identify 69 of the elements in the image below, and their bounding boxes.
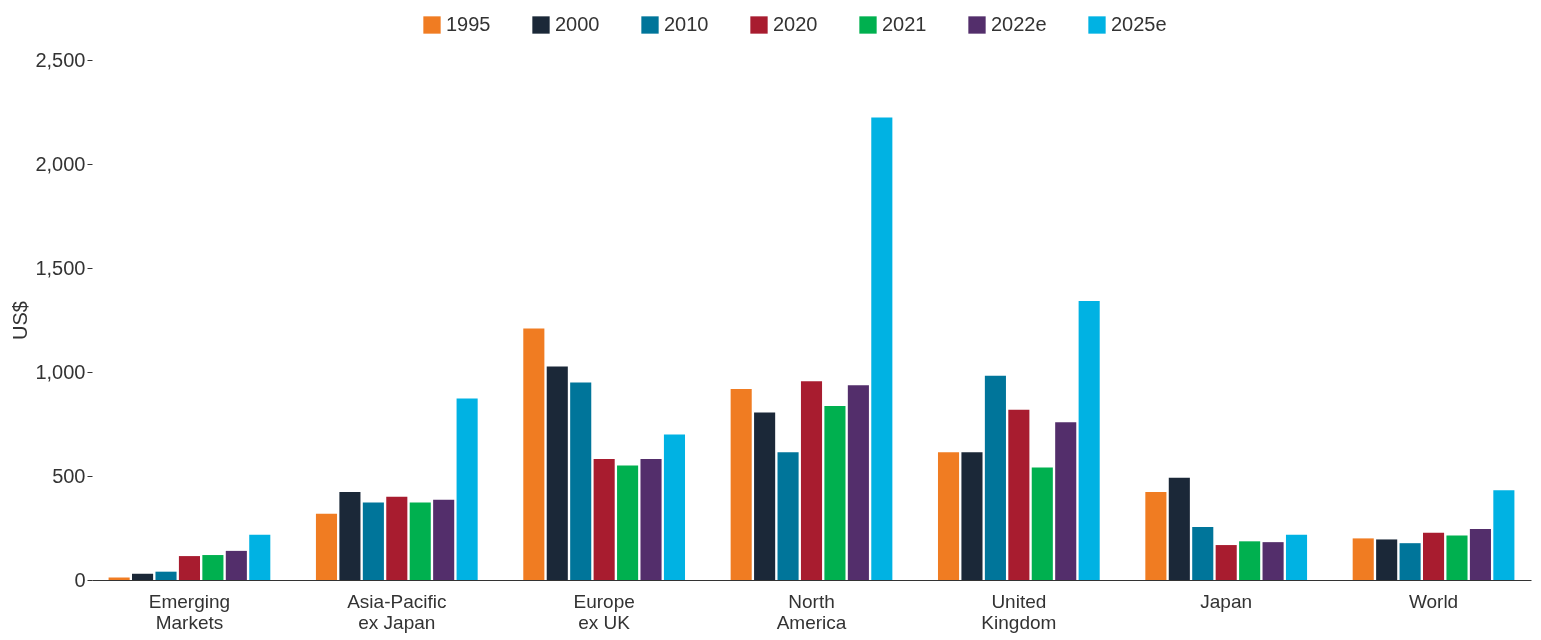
bar — [386, 496, 408, 580]
bar — [1192, 526, 1214, 580]
bar — [1262, 542, 1284, 580]
bar — [847, 385, 869, 580]
x-tick-label: Japan — [1200, 590, 1253, 612]
bar — [362, 502, 384, 580]
legend-label: 2025e — [1111, 13, 1167, 35]
x-tick-label: Emerging Markets — [148, 590, 231, 633]
y-tick-label: 1,500 — [35, 256, 86, 279]
y-tick-label: 2,500 — [35, 48, 86, 71]
legend-label: 2020 — [773, 13, 818, 35]
bar — [937, 452, 960, 580]
bar — [409, 502, 431, 580]
bar — [640, 458, 662, 580]
bar — [1423, 532, 1445, 580]
y-axis-title: US$ — [9, 301, 32, 340]
bar — [1469, 529, 1491, 580]
y-tick-label: 1,000 — [35, 360, 86, 383]
legend-label: 1995 — [446, 13, 491, 35]
bar — [249, 534, 271, 580]
legend-label: 2000 — [555, 13, 600, 35]
bar — [339, 492, 361, 580]
bar — [1055, 422, 1077, 580]
bar — [178, 556, 200, 580]
bar — [1399, 543, 1421, 580]
bar — [1145, 492, 1167, 580]
bar — [1239, 541, 1261, 580]
bar — [456, 398, 478, 580]
bar — [824, 406, 846, 580]
bar — [1008, 409, 1030, 580]
bar — [663, 434, 686, 580]
bar — [570, 382, 592, 580]
y-tick-label: 500 — [52, 464, 86, 487]
bar — [617, 465, 639, 580]
bar — [433, 499, 455, 580]
bar — [1493, 490, 1515, 580]
bar — [315, 513, 338, 580]
bar — [754, 412, 776, 580]
bar — [1376, 539, 1398, 580]
bar — [202, 555, 224, 580]
x-tick-label: Asia-Pacific ex Japan — [347, 590, 447, 633]
bar — [1168, 477, 1190, 580]
bar — [1285, 534, 1308, 580]
bar — [225, 550, 247, 580]
legend-label: 2021 — [882, 13, 927, 35]
bar — [800, 381, 823, 580]
bar — [593, 458, 615, 580]
x-tick-label: United Kingdom — [981, 590, 1057, 633]
legend-label: 2010 — [664, 13, 709, 35]
y-tick-label: 2,000 — [35, 152, 86, 175]
bar — [961, 452, 983, 580]
bar — [984, 375, 1006, 580]
y-tick-label: 0 — [74, 568, 86, 591]
bar — [871, 117, 893, 580]
bar — [546, 366, 568, 580]
bar — [1352, 538, 1374, 580]
bar — [1078, 301, 1100, 580]
bar — [1031, 467, 1053, 580]
bar — [1446, 535, 1468, 580]
bar — [777, 452, 799, 580]
bar — [155, 571, 177, 580]
bar — [730, 389, 752, 580]
x-tick-label: World — [1408, 590, 1459, 612]
x-tick-label: North America — [776, 590, 847, 633]
bar — [523, 328, 545, 580]
bar — [1215, 545, 1237, 580]
bar — [132, 573, 154, 580]
legend-label: 2022e — [991, 13, 1047, 35]
x-tick-label: Europe ex UK — [573, 590, 635, 633]
